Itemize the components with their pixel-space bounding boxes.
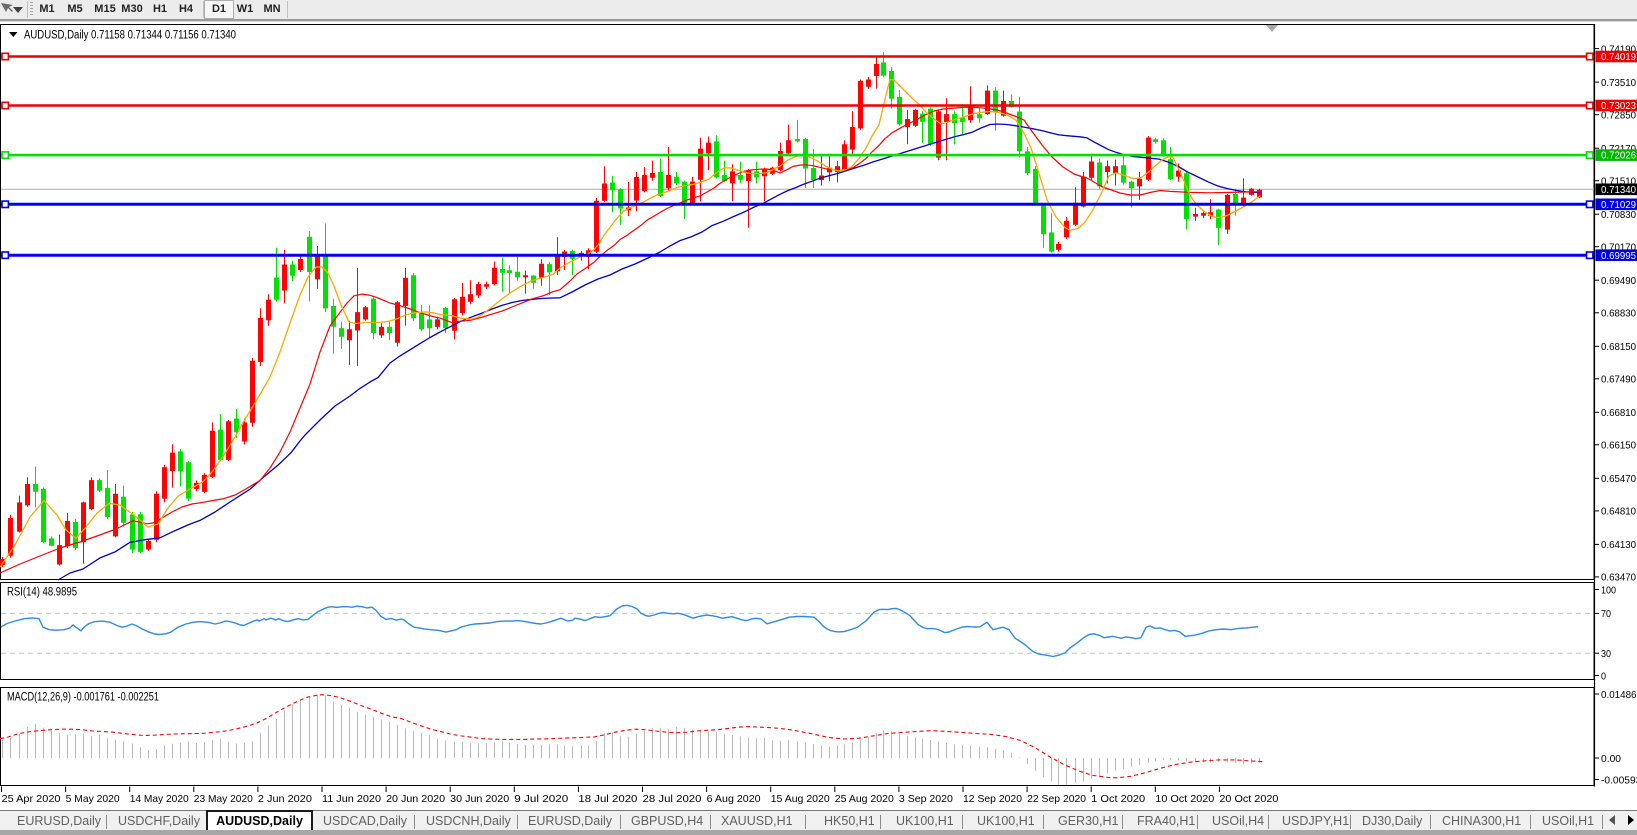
svg-text:14 May 2020: 14 May 2020 <box>130 793 189 805</box>
svg-text:18 Jul 2020: 18 Jul 2020 <box>578 793 637 805</box>
svg-text:MACD(12,26,9) -0.001761 -0.002: MACD(12,26,9) -0.001761 -0.002251 <box>7 692 159 704</box>
svg-text:30 Jun 2020: 30 Jun 2020 <box>450 793 509 805</box>
svg-text:0.73510: 0.73510 <box>1601 78 1636 89</box>
svg-text:0.71510: 0.71510 <box>1601 177 1636 188</box>
svg-text:0.65470: 0.65470 <box>1601 474 1636 485</box>
svg-text:0.74019: 0.74019 <box>1601 52 1636 63</box>
svg-text:0.66810: 0.66810 <box>1601 408 1636 419</box>
svg-text:70: 70 <box>1601 609 1611 620</box>
svg-text:28 Jul 2020: 28 Jul 2020 <box>643 793 702 805</box>
svg-text:100: 100 <box>1601 585 1616 596</box>
svg-text:9 Jul 2020: 9 Jul 2020 <box>514 793 568 805</box>
svg-text:23 May 2020: 23 May 2020 <box>194 793 253 805</box>
svg-text:0: 0 <box>1601 671 1606 682</box>
svg-text:0.68830: 0.68830 <box>1601 309 1636 320</box>
svg-text:0.63470: 0.63470 <box>1601 573 1636 584</box>
svg-text:25 Aug 2020: 25 Aug 2020 <box>835 793 894 805</box>
svg-text:0.70830: 0.70830 <box>1601 210 1636 221</box>
svg-text:22 Sep 2020: 22 Sep 2020 <box>1027 793 1086 805</box>
svg-text:3 Sep 2020: 3 Sep 2020 <box>899 793 953 805</box>
svg-text:0.64810: 0.64810 <box>1601 507 1636 518</box>
svg-text:10 Oct 2020: 10 Oct 2020 <box>1155 793 1214 805</box>
svg-text:0.00: 0.00 <box>1601 754 1621 765</box>
svg-text:0.71029: 0.71029 <box>1601 200 1636 211</box>
svg-text:0.73023: 0.73023 <box>1601 101 1636 112</box>
svg-text:0.64130: 0.64130 <box>1601 540 1636 551</box>
svg-text:6 Aug 2020: 6 Aug 2020 <box>707 793 761 805</box>
svg-text:0.66150: 0.66150 <box>1601 441 1636 452</box>
svg-text:-0.005938: -0.005938 <box>1601 775 1637 786</box>
svg-text:12 Sep 2020: 12 Sep 2020 <box>963 793 1022 805</box>
svg-text:0.68150: 0.68150 <box>1601 342 1636 353</box>
svg-text:0.70170: 0.70170 <box>1601 243 1636 254</box>
svg-text:15 Aug 2020: 15 Aug 2020 <box>771 793 830 805</box>
svg-text:2 Jun 2020: 2 Jun 2020 <box>258 793 312 805</box>
svg-text:0.69490: 0.69490 <box>1601 276 1636 287</box>
svg-text:0.74190: 0.74190 <box>1601 44 1636 55</box>
svg-text:0.72850: 0.72850 <box>1601 111 1636 122</box>
svg-text:0.67490: 0.67490 <box>1601 375 1636 386</box>
svg-text:30: 30 <box>1601 649 1611 660</box>
svg-text:20 Jun 2020: 20 Jun 2020 <box>386 793 445 805</box>
svg-text:0.69995: 0.69995 <box>1601 251 1636 262</box>
svg-text:RSI(14) 48.9895: RSI(14) 48.9895 <box>7 587 77 599</box>
svg-text:11 Jun 2020: 11 Jun 2020 <box>322 793 381 805</box>
svg-text:0.72026: 0.72026 <box>1601 151 1636 162</box>
svg-text:25 Apr 2020: 25 Apr 2020 <box>2 793 61 805</box>
svg-text:0.71340: 0.71340 <box>1601 185 1636 196</box>
svg-text:1 Oct 2020: 1 Oct 2020 <box>1091 793 1145 805</box>
svg-text:0.014861: 0.014861 <box>1601 690 1637 701</box>
svg-text:20 Oct 2020: 20 Oct 2020 <box>1219 793 1278 805</box>
svg-text:5 May 2020: 5 May 2020 <box>66 793 120 805</box>
svg-text:AUDUSD,Daily 0.71158 0.71344: AUDUSD,Daily 0.71158 0.71344 0.71156 0.7… <box>24 30 236 42</box>
